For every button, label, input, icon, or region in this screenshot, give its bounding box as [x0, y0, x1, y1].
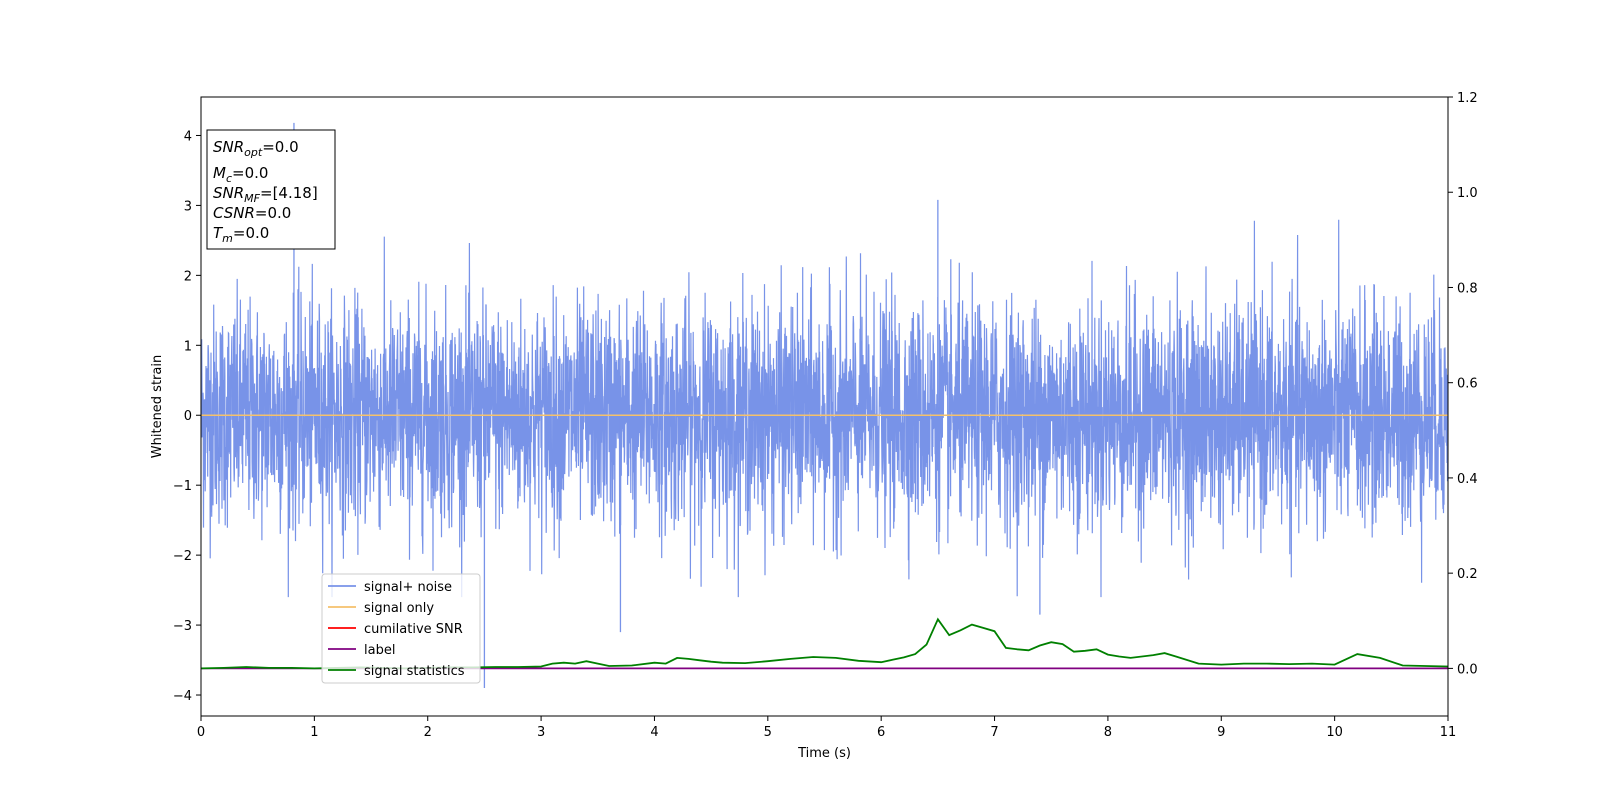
x-tick-label: 6: [877, 725, 885, 740]
y2-tick-label: 1.0: [1457, 186, 1478, 201]
legend-entry-label: signal only: [364, 601, 434, 616]
y-axis-label: Whitened strain: [150, 355, 165, 458]
y2-tick-label: 0.4: [1457, 472, 1478, 487]
y-tick-label: −1: [173, 479, 192, 494]
y-tick-label: 3: [184, 199, 192, 214]
y-tick-label: 0: [184, 409, 192, 424]
y-tick-label: −4: [173, 689, 192, 704]
legend-entry-label: label: [364, 643, 395, 658]
y-tick-label: 1: [184, 339, 192, 354]
x-tick-label: 5: [764, 725, 772, 740]
x-tick-label: 8: [1104, 725, 1112, 740]
legend-entry-label: cumilative SNR: [364, 622, 463, 637]
annotation-line: Tm=0.0: [213, 224, 269, 245]
legend-entry-label: signal statistics: [364, 664, 465, 679]
axes: 0 1 2 3 4 5 6 7 8 9 10 11 −4 −3 −2 −1 0 1 2 3 4 0.0 0.2 0.4 0.6 0…: [173, 91, 1478, 740]
y2-tick-label: 0.6: [1457, 377, 1478, 392]
x-tick-label: 4: [650, 725, 658, 740]
annotation-line: SNRMF=[4.18]: [213, 184, 318, 205]
legend-frame: [321, 573, 481, 684]
plot-area: [201, 122, 1448, 689]
x-tick-label: 10: [1326, 725, 1343, 740]
x-tick-label: 2: [424, 725, 432, 740]
legend: signal+ noise signal only cumilative SNR la…: [321, 573, 481, 684]
x-tick-label: 9: [1217, 725, 1225, 740]
y-tick-label: 2: [184, 269, 192, 284]
annotation-frame: [206, 129, 336, 250]
annotation-line: SNRopt=0.0: [213, 138, 299, 159]
y2-tick-label: 1.2: [1457, 91, 1478, 106]
series-signal-noise: [201, 219, 1448, 598]
annotation-line: Mc=0.0: [213, 164, 268, 185]
annotation-line: CSNR=0.0: [213, 204, 291, 222]
x-axis-label: Time (s): [797, 746, 851, 761]
x-tick-label: 11: [1440, 725, 1457, 740]
plot-series: [201, 122, 1448, 689]
y2-tick-label: 0.8: [1457, 281, 1478, 296]
x-tick-label: 7: [990, 725, 998, 740]
x-tick-label: 1: [310, 725, 318, 740]
y2-tick-label: 0.0: [1457, 662, 1478, 677]
y2-tick-label: 0.2: [1457, 567, 1478, 582]
y-tick-label: −3: [173, 619, 192, 634]
x-tick-label: 0: [197, 725, 205, 740]
x-tick-label: 3: [537, 725, 545, 740]
y-tick-label: −2: [173, 549, 192, 564]
axes-frame: [200, 96, 1449, 717]
y-tick-label: 4: [184, 129, 192, 144]
legend-entry-label: signal+ noise: [364, 580, 452, 595]
